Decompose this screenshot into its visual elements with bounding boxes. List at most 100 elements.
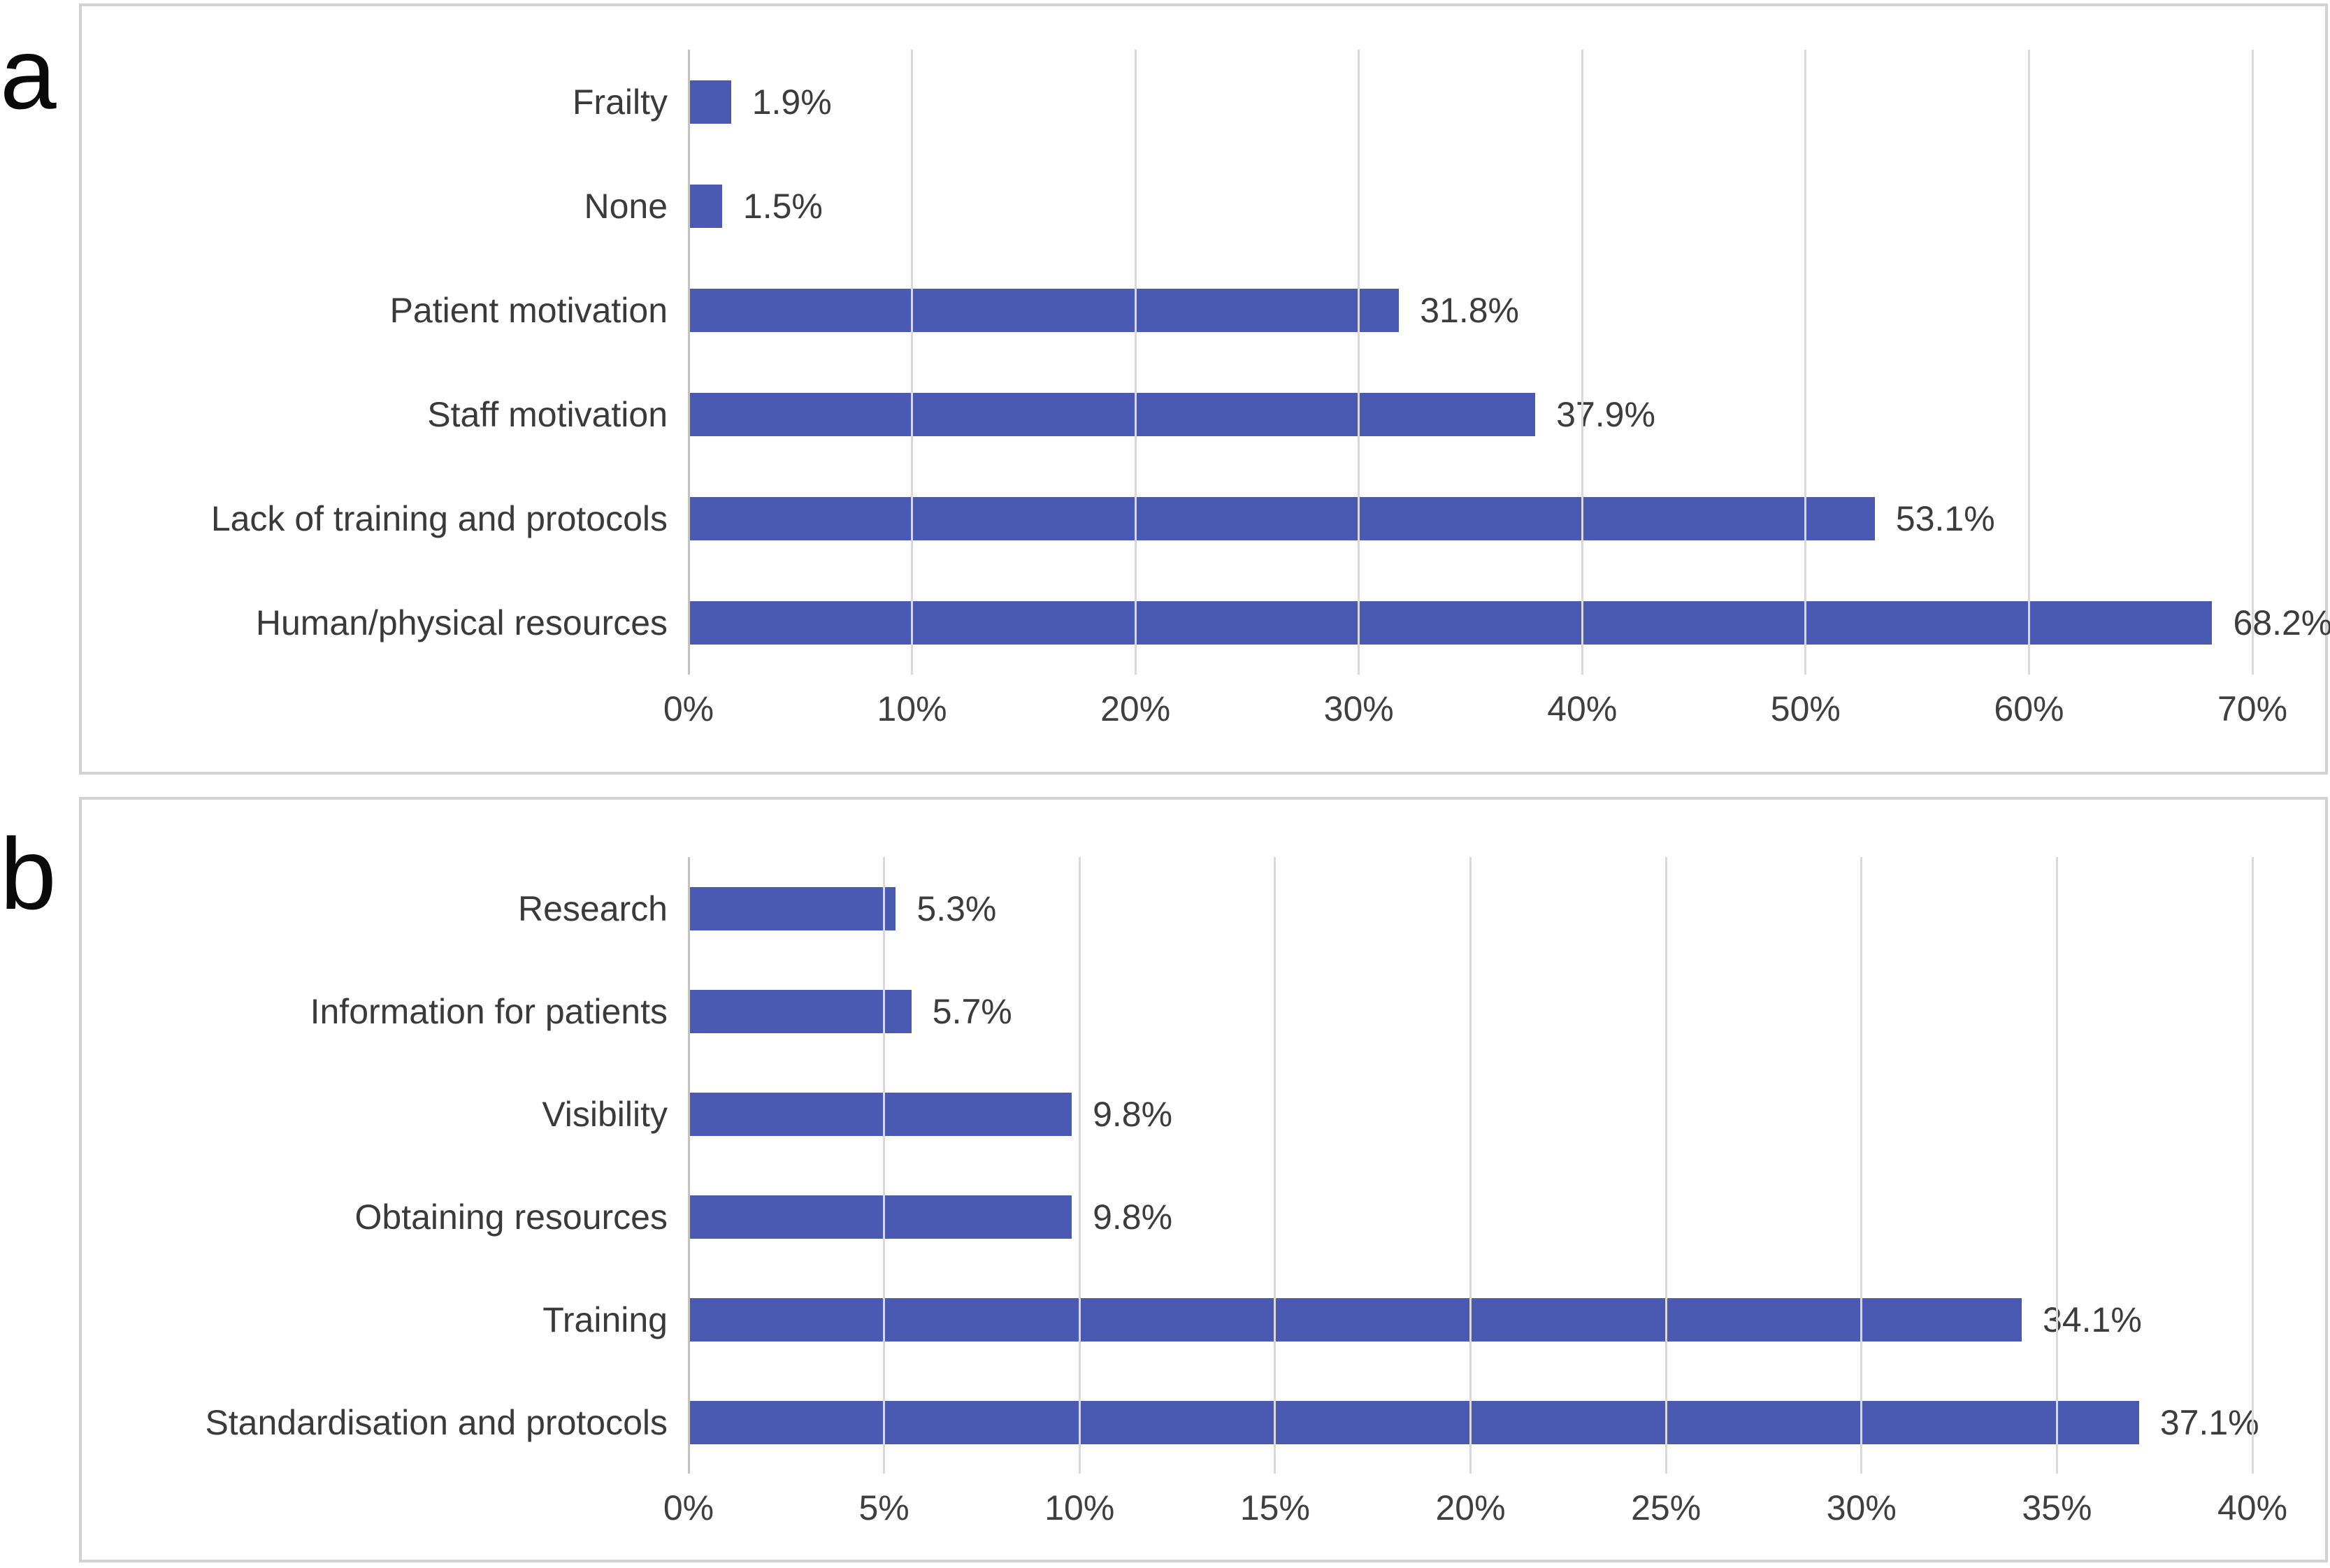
value-label: 68.2%	[2233, 603, 2330, 642]
bar	[689, 496, 1875, 540]
x-axis-tick: 20%	[1435, 1488, 1506, 1527]
bar-row: 31.8%	[689, 258, 2252, 362]
y-axis-line	[687, 857, 690, 1474]
x-axis-tick: 5%	[858, 1488, 909, 1527]
x-axis: 0% 5% 10% 15% 20% 25% 30% 35% 40%	[82, 1488, 2325, 1537]
value-label: 5.7%	[932, 991, 1012, 1031]
chart-b: Research Information for patients Visibili…	[82, 857, 2325, 1537]
gridline	[1274, 857, 1277, 1474]
x-axis-tick: 10%	[1044, 1488, 1115, 1527]
bar	[689, 1400, 2139, 1444]
value-label: 9.8%	[1093, 1094, 1173, 1134]
axis-ticks: 0% 5% 10% 15% 20% 25% 30% 35% 40%	[663, 1488, 2287, 1537]
value-label: 53.1%	[1895, 498, 1995, 538]
bar	[689, 600, 2213, 645]
panel-a-letter-column: a	[0, 3, 79, 775]
chart-a-body: Frailty None Patient motivation Staff motiv…	[82, 50, 2330, 675]
x-axis-tick: 50%	[1770, 689, 1841, 728]
y-axis-line	[687, 50, 690, 675]
gridline	[1804, 50, 1807, 675]
gridline	[911, 50, 914, 675]
bar	[689, 392, 1536, 436]
chart-b-body: Research Information for patients Visibili…	[82, 857, 2325, 1474]
plot-area: 5.3% 5.7% 9.8% 9.8% 34.1% 37.1%	[687, 857, 2259, 1474]
category-label: Staff motivation	[427, 394, 668, 434]
gridline	[1581, 50, 1583, 675]
gridline	[2251, 857, 2254, 1474]
category-label: Research	[518, 889, 668, 928]
x-axis-tick: 40%	[2217, 1488, 2288, 1527]
bar	[689, 886, 896, 930]
panel-b: Research Information for patients Visibili…	[79, 797, 2328, 1562]
value-label: 5.3%	[916, 889, 997, 928]
bar	[689, 989, 912, 1033]
category-label: Standardisation and protocols	[205, 1402, 668, 1442]
x-axis-tick: 35%	[2022, 1488, 2092, 1527]
bar-row: 1.5%	[689, 154, 2252, 258]
panel-b-letter-column: b	[0, 797, 79, 1562]
gridline	[2027, 50, 2030, 675]
panel-a: Frailty None Patient motivation Staff motiv…	[79, 3, 2330, 775]
value-label: 37.1%	[2159, 1402, 2259, 1442]
bar-row: 37.9%	[689, 362, 2252, 466]
x-axis-tick: 15%	[1239, 1488, 1310, 1527]
category-label: Frailty	[572, 82, 668, 122]
category-label: Visibility	[542, 1094, 668, 1134]
category-label: Information for patients	[310, 991, 668, 1031]
value-label: 31.8%	[1420, 290, 1520, 330]
x-axis-tick: 30%	[1323, 689, 1394, 728]
value-label: 37.9%	[1556, 394, 1655, 434]
gridline	[2055, 857, 2058, 1474]
axis-spacer	[82, 1488, 689, 1537]
category-label: Lack of training and protocols	[210, 498, 668, 538]
value-label: 34.1%	[2043, 1300, 2142, 1339]
bar	[689, 80, 731, 124]
bar-row: 9.8%	[689, 1063, 2252, 1165]
x-axis-tick: 0%	[663, 1488, 714, 1527]
bar-row: 53.1%	[689, 466, 2252, 570]
gridline	[1078, 857, 1081, 1474]
value-label: 1.9%	[752, 82, 832, 122]
category-labels: Frailty None Patient motivation Staff motiv…	[82, 50, 689, 675]
value-label: 9.8%	[1093, 1197, 1173, 1237]
x-axis-tick: 70%	[2217, 689, 2288, 728]
axis-spacer	[82, 689, 689, 738]
category-label: None	[584, 186, 668, 226]
gridline	[1860, 857, 1863, 1474]
bar	[689, 1297, 2022, 1342]
chart-a: Frailty None Patient motivation Staff motiv…	[82, 50, 2330, 738]
x-axis-tick: 60%	[1994, 689, 2064, 728]
panel-row-b: b Research Information for patients Visibi…	[0, 797, 2328, 1562]
category-label: Obtaining resources	[354, 1197, 668, 1237]
gridline	[1664, 857, 1667, 1474]
gridline	[1469, 857, 1472, 1474]
panel-a-label: a	[0, 17, 57, 130]
panel-row-a: a Frailty None Patient motivation Staff mot…	[0, 3, 2330, 775]
gridline	[1134, 50, 1137, 675]
bar-row: 37.1%	[689, 1371, 2259, 1474]
x-axis-tick: 20%	[1100, 689, 1171, 728]
x-axis-tick: 0%	[663, 689, 714, 728]
x-axis-tick: 25%	[1631, 1488, 1702, 1527]
panel-b-label: b	[0, 817, 57, 930]
gridline	[1358, 50, 1360, 675]
axis-ticks: 0% 10% 20% 30% 40% 50% 60% 70%	[663, 689, 2287, 738]
category-labels: Research Information for patients Visibili…	[82, 857, 689, 1474]
bar-row: 34.1%	[689, 1268, 2252, 1371]
bar	[689, 1195, 1072, 1239]
bar	[689, 1092, 1072, 1136]
category-label: Training	[542, 1300, 668, 1339]
bar-row: 1.9%	[689, 50, 2252, 154]
x-axis-tick: 10%	[877, 689, 947, 728]
bar	[689, 184, 722, 228]
x-axis-tick: 40%	[1547, 689, 1618, 728]
gridline	[883, 857, 886, 1474]
gridline	[2251, 50, 2254, 675]
bar-row: 5.7%	[689, 960, 2252, 1063]
value-label: 1.5%	[742, 186, 823, 226]
bar-row: 9.8%	[689, 1165, 2252, 1268]
bar-row: 5.3%	[689, 857, 2252, 960]
x-axis: 0% 10% 20% 30% 40% 50% 60% 70%	[82, 689, 2325, 738]
bar	[689, 288, 1400, 332]
